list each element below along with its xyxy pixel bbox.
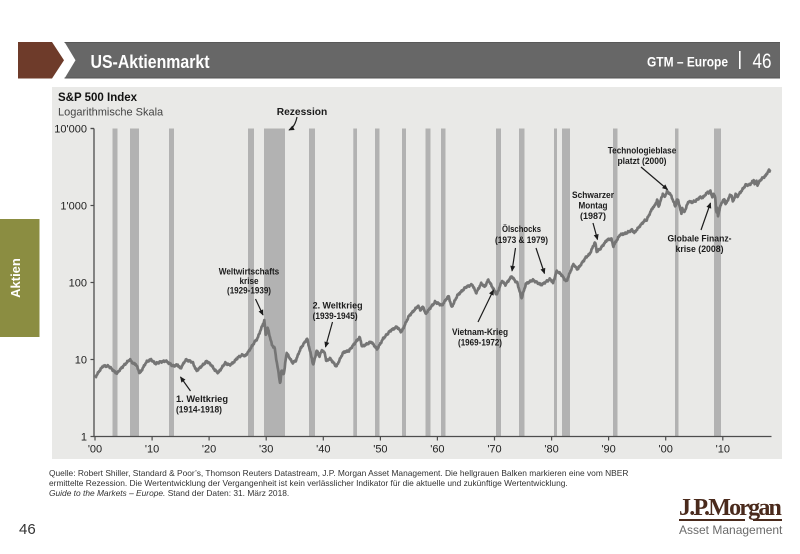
svg-text:Aktien: Aktien	[8, 258, 23, 298]
svg-text:'70: '70	[487, 444, 501, 456]
svg-text:Logarithmische Skala: Logarithmische Skala	[58, 107, 164, 119]
svg-text:'20: '20	[202, 444, 216, 456]
svg-text:'90: '90	[601, 444, 615, 456]
svg-text:'00: '00	[88, 444, 102, 456]
svg-text:'40: '40	[316, 444, 330, 456]
svg-text:(1929-1939): (1929-1939)	[227, 286, 271, 297]
svg-text:Schwarzer: Schwarzer	[572, 190, 614, 201]
svg-text:10: 10	[75, 355, 87, 367]
svg-text:Technologieblase: Technologieblase	[608, 146, 677, 157]
svg-text:Ölschocks: Ölschocks	[502, 224, 541, 235]
svg-text:(1914-1918): (1914-1918)	[176, 405, 222, 416]
svg-text:2. Weltkrieg: 2. Weltkrieg	[313, 301, 363, 312]
svg-text:46: 46	[753, 50, 772, 73]
svg-text:Vietnam-Krieg: Vietnam-Krieg	[452, 327, 508, 338]
svg-text:10'000: 10'000	[54, 124, 87, 136]
svg-text:S&P 500 Index: S&P 500 Index	[58, 92, 138, 104]
svg-text:1. Weltkrieg: 1. Weltkrieg	[176, 394, 228, 405]
svg-text:krise (2008): krise (2008)	[676, 244, 724, 255]
svg-text:Rezession: Rezession	[277, 106, 328, 118]
svg-text:1'000: 1'000	[60, 201, 87, 213]
svg-text:100: 100	[69, 278, 87, 290]
svg-text:Montag: Montag	[579, 201, 608, 212]
svg-text:'00: '00	[659, 444, 673, 456]
svg-text:'10: '10	[145, 444, 159, 456]
svg-text:'80: '80	[544, 444, 558, 456]
svg-text:Globale Finanz-: Globale Finanz-	[668, 234, 732, 245]
svg-text:krise: krise	[240, 276, 259, 287]
svg-text:'50: '50	[373, 444, 387, 456]
svg-text:1: 1	[81, 432, 87, 444]
svg-text:(1969-1972): (1969-1972)	[458, 338, 502, 349]
svg-text:GTM – Europe: GTM – Europe	[647, 54, 728, 69]
svg-text:'60: '60	[430, 444, 444, 456]
svg-text:Weltwirtschafts: Weltwirtschafts	[219, 267, 280, 278]
svg-text:platzt (2000): platzt (2000)	[618, 156, 667, 167]
svg-text:US-Aktienmarkt: US-Aktienmarkt	[91, 52, 210, 72]
svg-text:(1987): (1987)	[580, 211, 606, 222]
svg-text:(1939-1945): (1939-1945)	[313, 311, 358, 322]
svg-text:'10: '10	[716, 444, 730, 456]
svg-text:'30: '30	[259, 444, 273, 456]
svg-text:(1973 & 1979): (1973 & 1979)	[495, 235, 548, 246]
